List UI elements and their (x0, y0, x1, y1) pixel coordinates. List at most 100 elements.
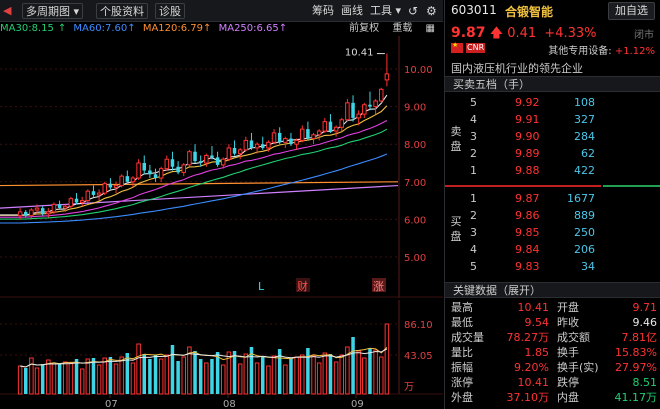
candle-body (193, 151, 197, 162)
order-volume: 108 (574, 96, 595, 109)
vol-ma10-line (20, 348, 388, 368)
ma30-label: MA30:8.15 (0, 23, 54, 34)
key-label: 量比 (451, 346, 473, 359)
candle-body (271, 132, 277, 143)
sell-row[interactable]: 2 9.89 62 (445, 146, 660, 162)
settings-icon[interactable]: ⚙ (426, 4, 437, 18)
volume-bar (113, 363, 119, 395)
volume-bar (193, 351, 197, 394)
company-description: 国内液压机行业的领先企业 (451, 62, 583, 75)
price-change: 0.41 (507, 26, 537, 41)
level: 3 (470, 130, 477, 143)
collapse-icon[interactable]: ◀ (3, 4, 12, 17)
diagnose-button[interactable]: 诊股 (155, 3, 185, 19)
volume-bar (57, 363, 62, 394)
volume-bar (91, 358, 96, 394)
order-price: 9.84 (515, 243, 540, 256)
price-chart[interactable]: 10.00 9.00 8.00 7.00 6.00 5.00 10.41 L 财 涨 (0, 36, 443, 298)
volume-bar (368, 348, 372, 394)
sell-row[interactable]: 1 9.88 422 (445, 163, 660, 179)
volume-bar (17, 365, 23, 395)
level: 2 (470, 147, 477, 160)
industry-change[interactable]: 其他专用设备: +1.12% (548, 46, 655, 57)
candle-body (289, 138, 293, 145)
order-price: 9.91 (515, 113, 540, 126)
volume-bar (24, 368, 28, 394)
buy-row[interactable]: 5 9.83 34 (445, 259, 660, 275)
candle-body (130, 177, 136, 183)
overlay-button[interactable]: 重载 (392, 23, 413, 34)
volume-bar (243, 353, 249, 395)
candle-body (102, 183, 107, 194)
sell-row[interactable]: 4 9.91 327 (445, 112, 660, 128)
chips-button[interactable]: 筹码 (312, 4, 334, 17)
order-price: 9.83 (515, 260, 540, 273)
volume-bar (85, 358, 91, 395)
cnr-badge: CNR (466, 43, 486, 53)
candle-body (113, 185, 119, 188)
undo-icon[interactable]: ↺ (408, 4, 419, 18)
order-volume: 422 (574, 164, 595, 177)
candle-body (57, 204, 62, 209)
add-watchlist-button[interactable]: 加自选 (608, 2, 655, 20)
level: 3 (470, 226, 477, 239)
candle-body (170, 159, 175, 167)
key-value: 15.83% (615, 346, 657, 359)
cai-marker: 财 (297, 279, 308, 293)
candle-body (226, 147, 232, 160)
candle-body (339, 119, 344, 128)
volume-chart[interactable]: 86.10 43.05 万 07 08 09 (0, 300, 443, 409)
ma60-label: MA60:7.60 (73, 23, 128, 34)
volume-bar (96, 364, 102, 395)
key-value: 10.41 (517, 376, 550, 389)
candle-body (311, 134, 316, 140)
orderbook-header[interactable]: 买卖五档（手） (445, 76, 660, 92)
volume-bar (249, 347, 254, 394)
volume-bar (130, 362, 136, 395)
sell-row[interactable]: 3 9.90 284 (445, 129, 660, 145)
period-button[interactable]: 多周期图 ▾ (22, 3, 84, 19)
sell-row[interactable]: 5 9.92 108 (445, 95, 660, 111)
price-pct: +4.33% (544, 26, 597, 41)
candle-body (119, 175, 124, 187)
buy-row[interactable]: 4 9.84 206 (445, 242, 660, 258)
keydata-header[interactable]: 关键数据（展开） (445, 282, 660, 298)
key-label: 成交量 (451, 331, 484, 344)
buy-row[interactable]: 1 9.87 1677 (445, 191, 660, 207)
key-value: 1.85 (524, 346, 550, 359)
level: 5 (470, 260, 477, 273)
volume-bar (153, 355, 158, 394)
volume-bar (232, 351, 237, 394)
month-label: 09 (351, 399, 364, 409)
volume-bar (271, 355, 277, 395)
order-price: 9.90 (515, 130, 540, 143)
candle-body (164, 158, 170, 170)
fq-button[interactable]: 前复权 (349, 23, 380, 34)
volume-bar (79, 368, 85, 395)
level: 5 (470, 96, 477, 109)
volume-bar (362, 357, 367, 395)
stock-info-button[interactable]: 个股资料 (96, 3, 148, 19)
candle-body (300, 128, 305, 141)
volume-bar (34, 367, 40, 395)
tools-button[interactable]: 工具 ▾ (370, 4, 402, 17)
candle-body (204, 154, 209, 164)
volume-bar (373, 349, 378, 395)
expand-icon[interactable]: ▦ (425, 23, 435, 34)
zhang-marker-bg (372, 278, 386, 292)
candle-body (243, 139, 249, 151)
candle-body (198, 161, 203, 163)
volume-bar (215, 352, 220, 394)
candle-body (266, 141, 271, 149)
buy-row[interactable]: 2 9.86 889 (445, 208, 660, 224)
candle-body (34, 207, 40, 211)
level: 2 (470, 209, 477, 222)
draw-button[interactable]: 画线 (341, 4, 363, 17)
volume-bar (311, 355, 316, 395)
price-axis-label: 9.00 (404, 103, 426, 114)
buy-depth-bar (603, 185, 660, 187)
order-price: 9.92 (515, 96, 540, 109)
keydata-row: 最低 9.54 昨收 9.46 (445, 315, 660, 330)
buy-row[interactable]: 3 9.85 250 (445, 225, 660, 241)
key-label: 最低 (451, 316, 473, 329)
